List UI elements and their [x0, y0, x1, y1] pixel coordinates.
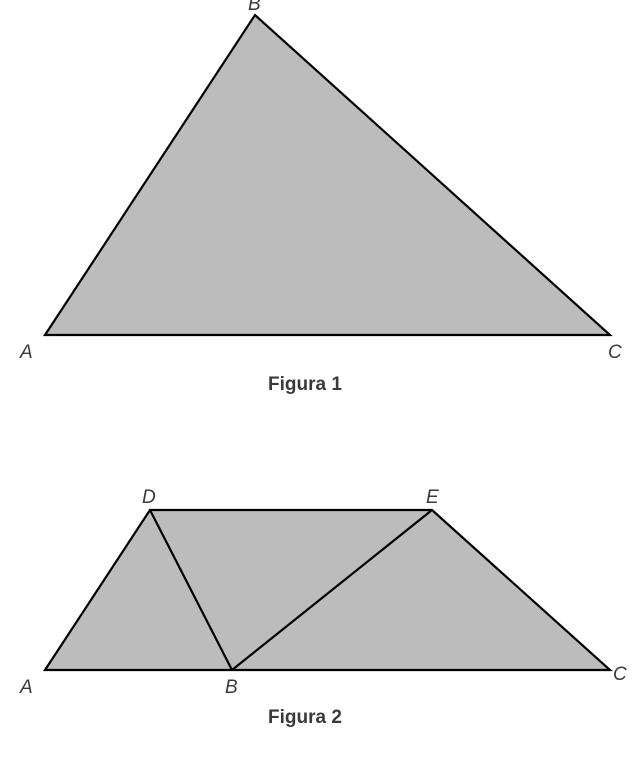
figure2-trapezoid	[45, 510, 610, 670]
figures-svg: A B C Figura 1 A B C D E Figura 2	[0, 0, 634, 779]
figure1-label-b: B	[248, 0, 261, 15]
figure2-label-e: E	[426, 487, 439, 508]
figure2-label-d: D	[142, 487, 156, 508]
figure1-triangle	[45, 15, 610, 335]
figure2-label-a: A	[19, 677, 33, 698]
diagram-container: A B C Figura 1 A B C D E Figura 2	[0, 0, 634, 779]
figure1-label-c: C	[608, 342, 622, 363]
figure2-label-c: C	[613, 664, 627, 685]
figure1-label-a: A	[19, 342, 33, 363]
figure2-label-b: B	[225, 677, 238, 698]
figure2-caption: Figura 2	[268, 707, 342, 728]
figure1-caption: Figura 1	[268, 374, 342, 395]
